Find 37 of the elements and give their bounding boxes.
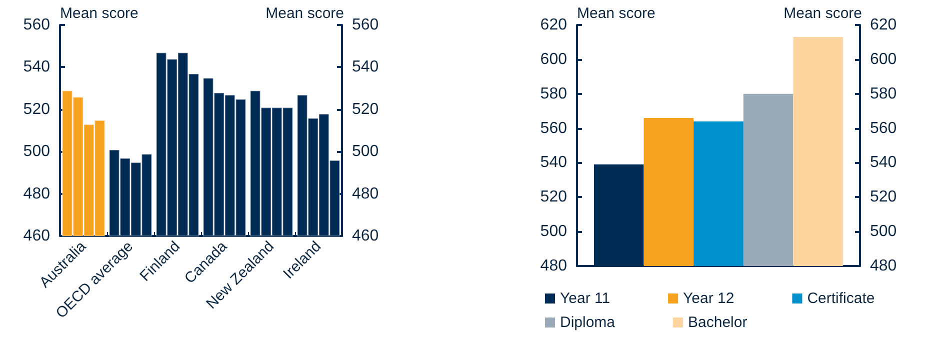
y2-tick-label: 560 <box>870 120 897 137</box>
y-axis-title: Mean score <box>577 5 656 22</box>
y2-axis-title: Mean score <box>784 5 862 22</box>
y2-tick-label: 500 <box>870 223 897 240</box>
y-tick-label: 580 <box>540 85 568 102</box>
y-tick-label: 480 <box>540 258 568 274</box>
y-axis-title: Mean score <box>60 5 138 22</box>
y2-tick-label: 580 <box>870 85 897 102</box>
y2-tick-label: 520 <box>352 100 379 118</box>
y-tick-label: 540 <box>23 58 50 76</box>
y2-tick-label: 500 <box>352 143 379 160</box>
y-tick-label: 560 <box>23 16 50 34</box>
y2-tick-label: 600 <box>870 50 897 68</box>
y2-tick-label: 620 <box>870 16 897 34</box>
y-tick-label: 500 <box>23 143 50 160</box>
y2-axis-title: Mean score <box>266 5 344 22</box>
y-tick-label: 620 <box>540 16 568 34</box>
y-tick-label: 520 <box>23 100 50 118</box>
legend-label: Certificate <box>807 290 875 307</box>
legend-label: Year 11 <box>560 290 610 307</box>
y2-tick-label: 520 <box>870 188 897 206</box>
y-tick-label: 560 <box>540 120 568 137</box>
y-tick-label: 520 <box>540 188 568 206</box>
y2-tick-label: 480 <box>352 185 379 202</box>
legend-label: Year 12 <box>683 290 734 307</box>
y2-tick-label: 560 <box>352 16 379 34</box>
legend-label: Bachelor <box>688 314 748 331</box>
y-tick-label: 600 <box>540 50 568 68</box>
y-tick-label: 500 <box>540 223 568 240</box>
y2-tick-label: 540 <box>352 58 379 76</box>
y-tick-label: 460 <box>23 228 50 244</box>
y2-tick-label: 460 <box>352 228 379 244</box>
y-tick-label: 480 <box>23 185 50 202</box>
y2-tick-label: 540 <box>870 154 897 172</box>
y-tick-label: 540 <box>540 154 568 172</box>
legend-label: Diploma <box>560 314 616 331</box>
y2-tick-label: 480 <box>870 258 897 274</box>
